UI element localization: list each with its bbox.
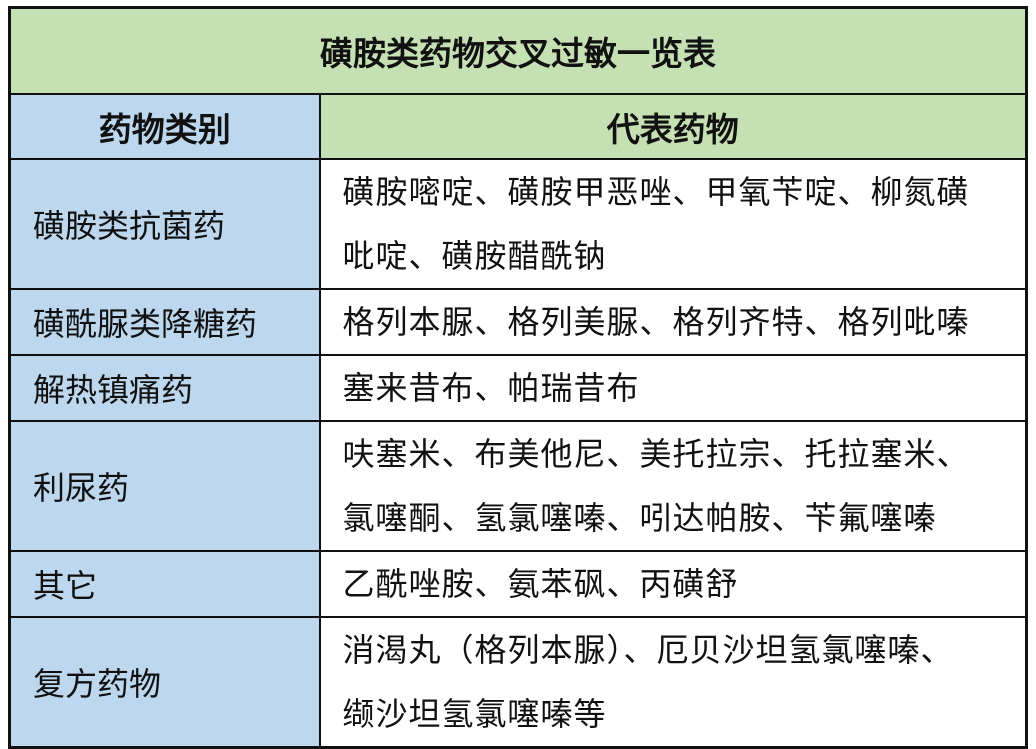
drugs-cell: 磺胺嘧啶、磺胺甲恶唑、甲氧苄啶、柳氮磺 吡啶、磺胺醋酰钠: [318, 158, 1028, 290]
drugs-line: 格列本脲、格列美脲、格列齐特、格列吡嗪: [342, 303, 970, 341]
drugs-line: 缬沙坦氢氯噻嗪等: [342, 695, 607, 733]
table-row: 磺酰脲类降糖药 格列本脲、格列美脲、格列齐特、格列吡嗪: [8, 288, 1028, 356]
table-row: 磺胺类抗菌药 磺胺嘧啶、磺胺甲恶唑、甲氧苄啶、柳氮磺 吡啶、磺胺醋酰钠: [8, 158, 1028, 290]
title-row: 磺胺类药物交叉过敏一览表: [8, 6, 1028, 95]
drugs-line: 乙酰唑胺、氨苯砜、丙磺舒: [342, 565, 739, 603]
drugs-cell: 塞来昔布、帕瑞昔布: [318, 354, 1028, 422]
category-cell: 利尿药: [8, 420, 321, 552]
category-cell: 解热镇痛药: [8, 354, 321, 422]
table-row: 解热镇痛药 塞来昔布、帕瑞昔布: [8, 354, 1028, 422]
header-drugs: 代表药物: [318, 93, 1028, 160]
table-row: 其它 乙酰唑胺、氨苯砜、丙磺舒: [8, 550, 1028, 618]
drugs-cell: 呋塞米、布美他尼、美托拉宗、托拉塞米、 氯噻酮、氢氯噻嗪、吲达帕胺、苄氟噻嗪: [318, 420, 1028, 552]
table-row: 复方药物 消渴丸（格列本脲）、厄贝沙坦氢氯噻嗪、 缬沙坦氢氯噻嗪等: [8, 616, 1028, 749]
sulfonamide-cross-allergy-table: 磺胺类药物交叉过敏一览表 药物类别 代表药物 磺胺类抗菌药 磺胺嘧啶、磺胺甲恶唑、…: [8, 6, 1028, 749]
category-cell: 磺酰脲类降糖药: [8, 288, 321, 356]
drugs-line: 磺胺嘧啶、磺胺甲恶唑、甲氧苄啶、柳氮磺: [342, 173, 970, 211]
table-title: 磺胺类药物交叉过敏一览表: [8, 6, 1028, 95]
drugs-line: 呋塞米、布美他尼、美托拉宗、托拉塞米、: [342, 435, 970, 473]
drugs-line: 消渴丸（格列本脲）、厄贝沙坦氢氯噻嗪、: [342, 631, 954, 669]
drugs-line: 氯噻酮、氢氯噻嗪、吲达帕胺、苄氟噻嗪: [342, 499, 937, 537]
drugs-cell: 消渴丸（格列本脲）、厄贝沙坦氢氯噻嗪、 缬沙坦氢氯噻嗪等: [318, 616, 1028, 749]
category-cell: 复方药物: [8, 616, 321, 749]
table-row: 利尿药 呋塞米、布美他尼、美托拉宗、托拉塞米、 氯噻酮、氢氯噻嗪、吲达帕胺、苄氟噻嗪: [8, 420, 1028, 552]
header-row: 药物类别 代表药物: [8, 93, 1028, 160]
category-cell: 其它: [8, 550, 321, 618]
drugs-line: 塞来昔布、帕瑞昔布: [342, 369, 640, 407]
header-category: 药物类别: [8, 93, 321, 160]
drugs-cell: 格列本脲、格列美脲、格列齐特、格列吡嗪: [318, 288, 1028, 356]
category-cell: 磺胺类抗菌药: [8, 158, 321, 290]
drugs-cell: 乙酰唑胺、氨苯砜、丙磺舒: [318, 550, 1028, 618]
drugs-line: 吡啶、磺胺醋酰钠: [342, 237, 607, 275]
